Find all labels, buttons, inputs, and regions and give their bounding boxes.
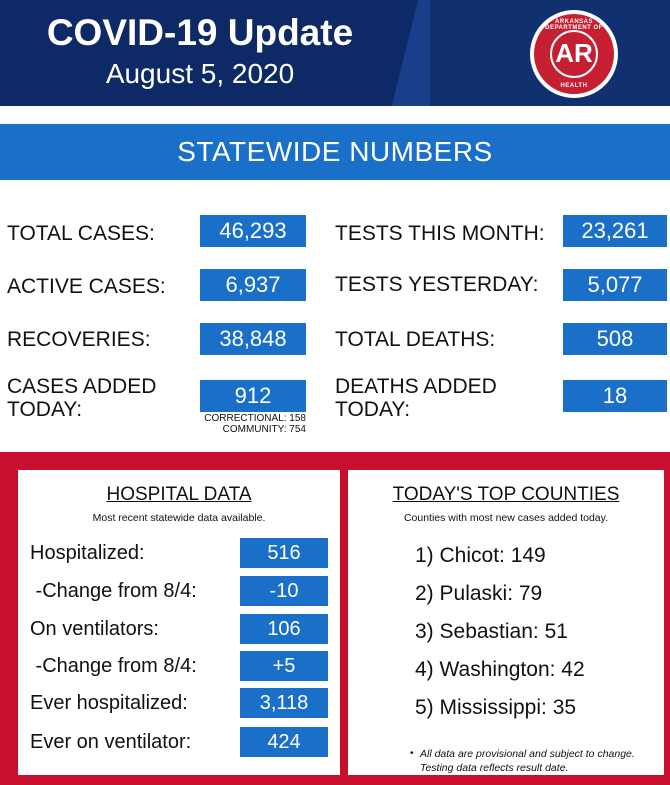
cases-added-value: 912 (200, 380, 306, 412)
cases-added-label-line2: TODAY: (7, 398, 83, 421)
county-item-5: 5) Mississippi: 35 (415, 696, 577, 719)
counties-title: TODAY'S TOP COUNTIES (392, 484, 620, 505)
footnote-line1: All data are provisional and subject to … (420, 748, 635, 760)
ever-hospitalized-value: 3,118 (240, 688, 328, 718)
cases-added-label-line1: CASES ADDED (7, 375, 157, 398)
counties-subtitle: Counties with most new cases added today… (403, 512, 609, 524)
ever-hospitalized-label: Ever hospitalized: (30, 692, 188, 714)
recoveries-value: 38,848 (200, 323, 306, 355)
correctional-note: CORRECTIONAL: 158 (204, 413, 306, 424)
total-cases-value: 46,293 (200, 215, 306, 247)
ventilators-change-value: +5 (240, 651, 328, 681)
county-item-3: 3) Sebastian: 51 (415, 620, 568, 643)
recoveries-label: RECOVERIES: (7, 328, 151, 351)
total-deaths-value: 508 (563, 323, 667, 355)
page-title: COVID-19 Update (46, 12, 354, 53)
active-cases-value: 6,937 (200, 269, 306, 301)
seal-ring (550, 30, 598, 78)
county-item-1: 1) Chicot: 149 (415, 544, 546, 567)
county-item-4: 4) Washington: 42 (415, 658, 585, 681)
ventilators-change-label: -Change from 8/4: (30, 655, 197, 677)
active-cases-label: ACTIVE CASES: (7, 275, 166, 298)
counties-panel (348, 470, 664, 775)
tests-yesterday-label: TESTS YESTERDAY: (335, 273, 539, 296)
tests-yesterday-value: 5,077 (563, 269, 667, 301)
ventilators-value: 106 (240, 614, 328, 644)
seal-top-text: ARKANSAS DEPARTMENT OF (545, 19, 603, 31)
footnote: All data are provisional and subject to … (420, 747, 665, 775)
total-deaths-label: TOTAL DEATHS: (335, 328, 496, 351)
tests-this-month-label: TESTS THIS MONTH: (335, 222, 545, 245)
hospitalized-change-value: -10 (240, 576, 328, 606)
hospitalized-label: Hospitalized: (30, 542, 145, 564)
deaths-added-label-line1: DEATHS ADDED (335, 375, 497, 398)
hospitalized-value: 516 (240, 538, 328, 568)
ventilators-label: On ventilators: (30, 618, 159, 640)
page-date: August 5, 2020 (105, 58, 295, 89)
deaths-added-label-line2: TODAY: (335, 398, 411, 421)
health-department-seal: ARKANSAS DEPARTMENT OF AR HEALTH (530, 10, 618, 98)
hospital-subtitle: Most recent statewide data available. (92, 512, 266, 524)
county-item-2: 2) Pulaski: 79 (415, 582, 543, 605)
total-cases-label: TOTAL CASES: (7, 222, 155, 245)
community-note: COMMUNITY: 754 (222, 424, 306, 435)
footnote-line2: Testing data reflects result date. (420, 762, 569, 774)
header-banner: COVID-19 Update August 5, 2020 ARKANSAS … (0, 0, 670, 106)
deaths-added-value: 18 (563, 380, 667, 412)
tests-this-month-value: 23,261 (563, 215, 667, 247)
footnote-bullet-icon: • (410, 748, 414, 759)
hospital-title: HOSPITAL DATA (106, 484, 252, 505)
seal-center-text: AR (555, 38, 593, 68)
seal-bottom-text: HEALTH (560, 83, 588, 89)
hospitalized-change-label: -Change from 8/4: (30, 580, 197, 602)
ever-ventilator-label: Ever on ventilator: (30, 731, 192, 753)
statewide-heading: STATEWIDE NUMBERS (0, 124, 670, 180)
ever-ventilator-value: 424 (240, 727, 328, 757)
seal-inner: ARKANSAS DEPARTMENT OF AR HEALTH (534, 14, 614, 94)
